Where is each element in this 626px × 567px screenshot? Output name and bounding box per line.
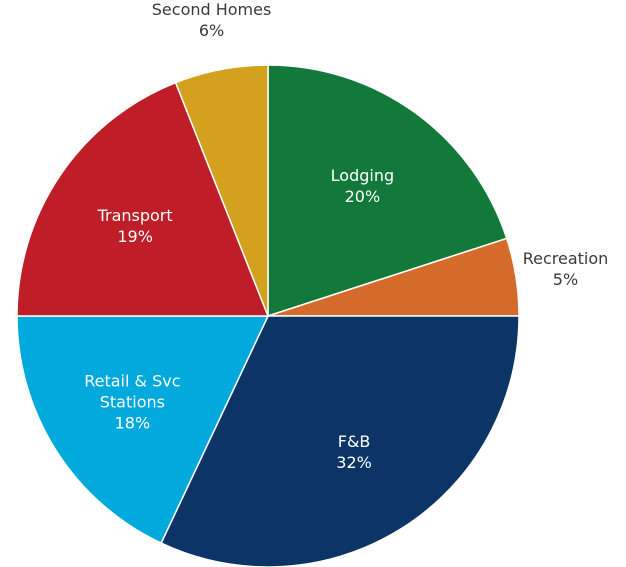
value-label: 32% [336,452,372,472]
pie-slice [16,315,270,545]
category-label: Second Homes [151,0,272,20]
value-label: 6% [198,21,225,41]
value-label: 20% [344,187,381,207]
slice-label: Second Homes 6% [147,0,277,41]
pie-slice [267,64,508,318]
slice-label: Lodging 20% [297,165,427,207]
category-label: Recreation [522,248,609,268]
category-label: Retail & Svc Stations [84,371,181,412]
value-label: 18% [114,413,151,433]
value-label: 5% [552,269,579,289]
pie-slice [16,81,270,317]
slice-label: Transport 19% [70,205,200,247]
slice-label: F&B 32% [289,431,419,473]
slice-label: Retail & Svc Stations 18% [67,371,197,434]
pie-slice [160,315,520,567]
value-label: 19% [117,226,153,246]
category-label: Lodging [330,166,395,186]
slice-label: Recreation 5% [500,248,626,290]
category-label: F&B [337,431,371,451]
category-label: Transport [97,205,173,225]
pie-slice [174,64,269,317]
